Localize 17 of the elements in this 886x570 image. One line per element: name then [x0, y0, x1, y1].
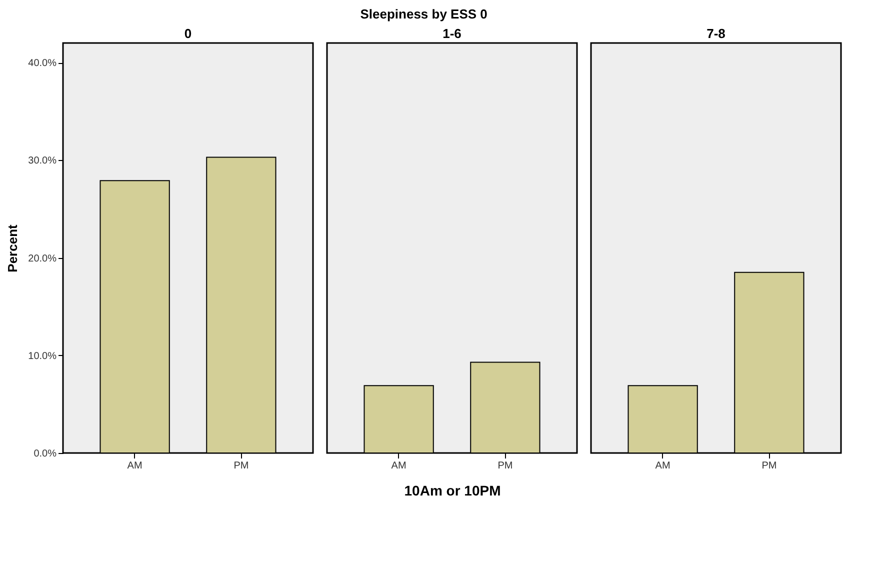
x-tick-label: AM: [127, 460, 142, 472]
x-tick-label: AM: [655, 460, 670, 472]
text: Sleepiness by ESS 0: [360, 6, 488, 22]
x-tick-label: PM: [234, 460, 249, 472]
x-tick-label: PM: [498, 460, 513, 472]
y-axis-title: Percent: [5, 224, 20, 272]
x-axis-title: 10Am or 10PM: [404, 482, 501, 498]
y-tick-label: 0.0%: [34, 448, 57, 460]
y-tick-label: 20.0%: [28, 253, 57, 264]
x-tick-label: AM: [391, 460, 406, 472]
x-tick-label: PM: [762, 460, 777, 472]
chart-title: 0: [184, 26, 192, 41]
y-tick-label: 30.0%: [28, 156, 57, 167]
chart-title: 7-8: [706, 26, 726, 41]
y-tick-label: 40.0%: [28, 58, 57, 70]
y-tick-label: 10.0%: [28, 350, 57, 362]
chart-title: 1-6: [442, 26, 462, 41]
